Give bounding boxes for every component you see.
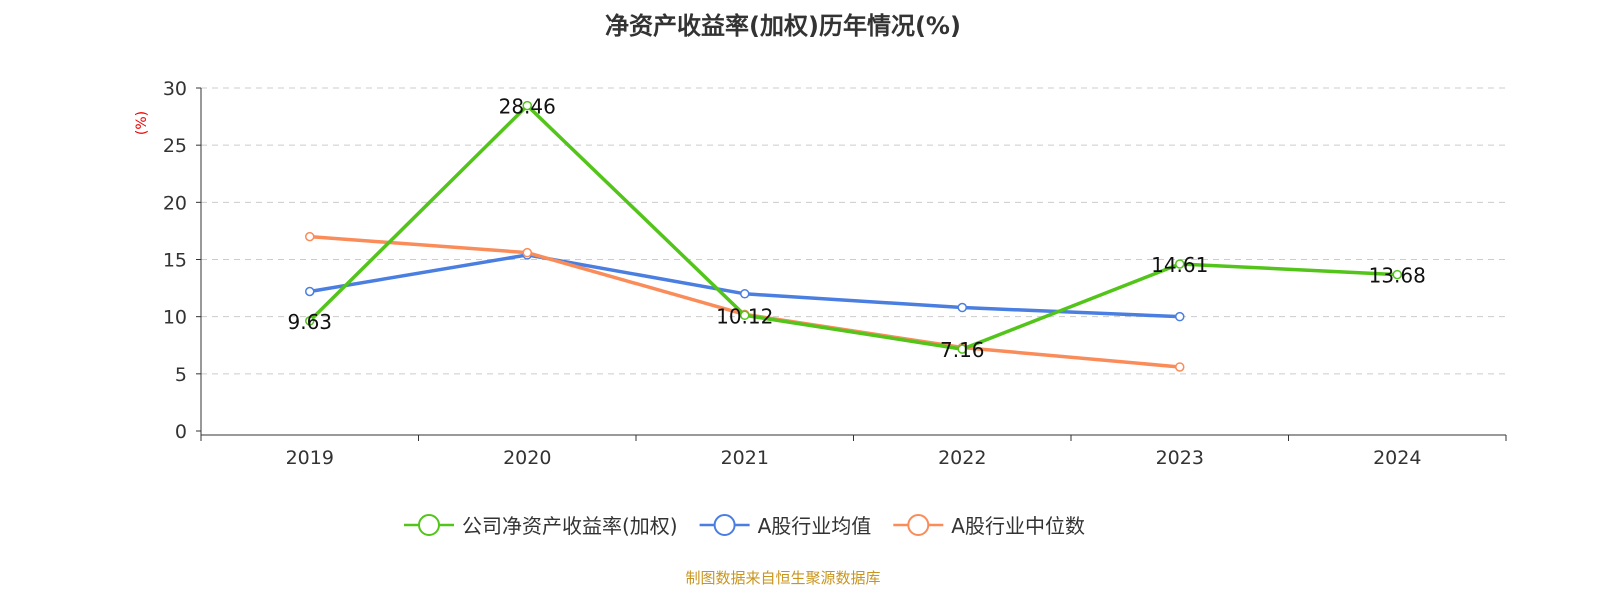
x-tick-label: 2020 [503,447,551,469]
data-point [1175,311,1185,322]
data-label: 10.12 [716,304,773,328]
x-tick-label: 2021 [721,447,769,469]
data-point [957,302,967,313]
legend-label[interactable]: 公司净资产收益率(加权) [462,514,678,538]
x-tick-label: 2024 [1373,447,1421,469]
data-point [957,344,967,354]
data-label: 14.61 [1151,253,1208,277]
y-tick-label: 25 [163,135,187,157]
legend-label[interactable]: A股行业中位数 [951,514,1085,538]
data-point [740,289,750,299]
series-line [308,103,1398,351]
y-axis-label: (%) [134,111,150,135]
x-tick-label: 2019 [286,447,334,469]
y-tick-label: 0 [175,421,187,443]
data-point [305,231,315,242]
data-point [740,310,750,321]
y-tick-label: 5 [175,364,187,386]
legend-marker-icon [713,514,736,536]
data-label: 9.63 [287,310,332,334]
data-source-footer: 制图数据来自恒生聚源数据库 [685,569,881,587]
legend-marker-icon [418,514,440,536]
data-point [1175,362,1185,372]
y-tick-label: 15 [163,250,187,272]
legend-marker-icon [907,514,930,536]
data-point [1392,269,1402,280]
x-tick-label: 2023 [1156,447,1204,469]
legend-label[interactable]: A股行业均值 [758,514,872,538]
data-label: 7.16 [940,338,985,362]
data-point [305,316,315,326]
data-point [522,100,532,111]
y-tick-label: 20 [163,192,187,214]
series-line [309,234,1180,369]
data-point [305,286,315,297]
chart-title: 净资产收益率(加权)历年情况(%) [605,12,961,40]
x-tick-label: 2022 [938,447,986,469]
data-label: 13.68 [1369,264,1426,288]
data-point [1175,259,1185,269]
y-tick-label: 10 [163,307,187,329]
y-tick-label: 30 [163,78,187,100]
data-point [522,247,532,258]
data-label: 28.46 [499,95,556,119]
